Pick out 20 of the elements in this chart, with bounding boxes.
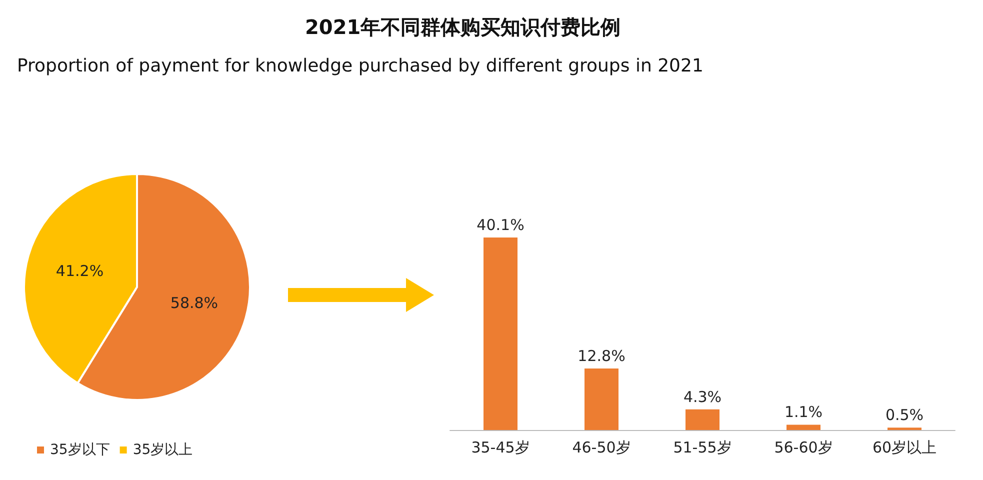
legend-label: 35岁以下 bbox=[50, 442, 110, 458]
data-label: 41.2% bbox=[56, 262, 104, 280]
bar bbox=[786, 424, 820, 430]
x-tick-label: 51-55岁 bbox=[673, 438, 732, 456]
legend-label: 35岁以上 bbox=[132, 442, 193, 458]
data-label: 1.1% bbox=[784, 403, 823, 422]
data-label: 12.8% bbox=[578, 347, 626, 366]
data-label: 4.3% bbox=[683, 388, 722, 406]
data-label: 58.8% bbox=[170, 294, 218, 312]
bar bbox=[584, 368, 618, 430]
data-label: 40.1% bbox=[476, 216, 524, 234]
data-label: 0.5% bbox=[885, 406, 924, 424]
text: Proportion of payment for knowledge purchased by different groups in 2021 bbox=[17, 56, 704, 76]
bar bbox=[686, 409, 720, 430]
x-tick-label: 46-50岁 bbox=[572, 438, 631, 456]
x-tick-label: 56-60岁 bbox=[774, 438, 833, 456]
text: 2021年不同群体购买知识付费比例 bbox=[305, 15, 621, 39]
bar bbox=[484, 238, 518, 430]
x-tick-label: 35-45岁 bbox=[471, 438, 530, 456]
x-tick-label: 60岁以上 bbox=[872, 438, 937, 456]
